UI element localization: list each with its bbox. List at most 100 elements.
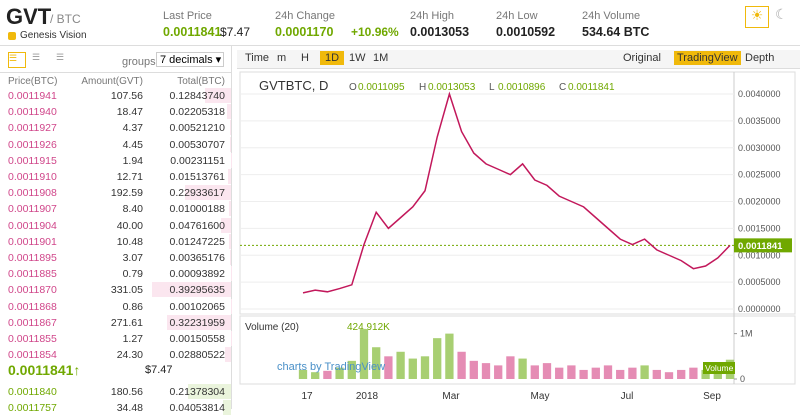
decimals: 7 decimals — [160, 54, 213, 66]
y-tick-label: 0.0025000 — [738, 170, 781, 180]
x-tick-label: May — [531, 391, 550, 402]
x-tick-label: Sep — [703, 391, 721, 402]
total: 0.21378304 — [170, 386, 225, 398]
price: 0.0011757 — [8, 402, 57, 414]
amount: 24.30 — [117, 349, 143, 361]
price: 0.0011910 — [8, 171, 57, 183]
light-theme[interactable]: ☀ — [745, 6, 769, 28]
x-tick-label: Mar — [442, 391, 460, 402]
divider — [0, 72, 231, 73]
volume-badge: Volume — [705, 363, 734, 373]
y-tick-label: 0.0000000 — [738, 304, 781, 314]
volume-bar — [409, 359, 417, 379]
y-tick-label: 0.0015000 — [738, 223, 781, 233]
volume-bar — [311, 372, 319, 379]
volume-bar — [689, 368, 697, 379]
total: 0.00521210 — [170, 122, 225, 134]
ohlc-label: L — [489, 82, 495, 93]
depth-bar — [229, 234, 231, 249]
total: 0.00530707 — [170, 139, 225, 151]
interval-button[interactable]: m — [272, 51, 291, 65]
divider — [0, 45, 800, 46]
symbol: GVTBTC, D — [259, 78, 328, 93]
total: 0.22933617 — [170, 187, 225, 199]
volume-title: Volume (20) — [245, 322, 299, 333]
volume-bar — [433, 338, 441, 379]
price: 0.0011940 — [8, 106, 57, 118]
stat-label: 24h Change — [275, 10, 335, 22]
price: 0.0011867 — [8, 317, 57, 329]
view-buy[interactable]: ☰ — [32, 52, 48, 66]
y-tick-label: 0.0020000 — [738, 197, 781, 207]
depth-bar — [229, 201, 231, 216]
amount: 180.56 — [111, 386, 143, 398]
depth-bar — [230, 137, 231, 152]
groups-label: groups — [122, 56, 156, 68]
total: 0.32231959 — [170, 317, 225, 329]
dark-theme[interactable]: ☾ — [775, 6, 788, 23]
panel-divider — [231, 46, 232, 409]
volume-bar — [604, 365, 612, 379]
view-tab[interactable]: Original — [620, 51, 664, 65]
total: 0.12843740 — [170, 90, 225, 102]
total: 0.01000188 — [170, 203, 225, 215]
total: 0.39295635 — [170, 284, 225, 296]
stat-value: 534.64 BTC — [582, 25, 649, 39]
ohlc-label: C — [559, 82, 566, 93]
stat-label: 24h High — [410, 10, 454, 22]
total: 0.01247225 — [170, 236, 225, 248]
decimals-select[interactable]: 7 decimals ▾ — [156, 52, 224, 67]
depth-bar — [230, 250, 231, 265]
interval-button[interactable]: 1M — [368, 51, 393, 65]
volume-current: 424.912K — [347, 322, 390, 333]
interval-button[interactable]: H — [296, 51, 314, 65]
last-price: 0.0011841↑ — [8, 362, 80, 378]
amount: 10.48 — [117, 236, 143, 248]
view-sell[interactable]: ☰ — [56, 52, 72, 66]
view-both[interactable]: ☰ — [8, 52, 26, 68]
amount: 34.48 — [117, 402, 143, 414]
y-tick-label: 0.0035000 — [738, 116, 781, 126]
total: 0.00102065 — [170, 301, 225, 313]
column-header: Total(BTC) — [177, 76, 225, 87]
price: 0.0011868 — [8, 301, 57, 313]
price: 0.0011907 — [8, 203, 57, 215]
amount: 192.59 — [111, 187, 143, 199]
interval-button: Time — [240, 51, 274, 65]
volume-bar — [543, 363, 551, 379]
price: 0.0011908 — [8, 187, 57, 199]
column-header: Amount(GVT) — [81, 76, 143, 87]
volume-bar — [396, 352, 404, 379]
amount: 331.05 — [111, 284, 143, 296]
amount: 0.86 — [123, 301, 143, 313]
stat-sub: +10.96% — [351, 25, 399, 39]
volume-bar — [421, 356, 429, 379]
interval-button[interactable]: 1D — [320, 51, 344, 65]
interval-button[interactable]: 1W — [344, 51, 371, 65]
ohlc-value: 0.0013053 — [428, 82, 476, 93]
view-tab[interactable]: TradingView — [674, 51, 741, 65]
depth-bar — [225, 347, 231, 362]
price: 0.0011855 — [8, 333, 57, 345]
ohlc-label: H — [419, 82, 426, 93]
depth-bar — [230, 120, 231, 135]
volume-bar — [592, 368, 600, 379]
view-tab[interactable]: Depth — [742, 51, 777, 65]
price-line — [303, 94, 730, 293]
price: 0.0011895 — [8, 252, 57, 264]
coin-name: Genesis Vision — [20, 30, 87, 41]
stat-label: 24h Low — [496, 10, 538, 22]
stat-value: 0.0011841 — [163, 25, 221, 39]
volume-bar — [640, 365, 648, 379]
watermark: charts by TradingView — [277, 361, 385, 373]
amount: 4.37 — [123, 122, 143, 134]
price: 0.0011915 — [8, 155, 57, 167]
stat-sub: $7.47 — [220, 25, 250, 39]
amount: 18.47 — [117, 106, 143, 118]
total: 0.00150558 — [170, 333, 225, 345]
amount: 1.27 — [123, 333, 143, 345]
stat-value: 0.0013053 — [410, 25, 469, 39]
volume-bar — [384, 356, 392, 379]
x-tick-label: 2018 — [356, 391, 379, 402]
